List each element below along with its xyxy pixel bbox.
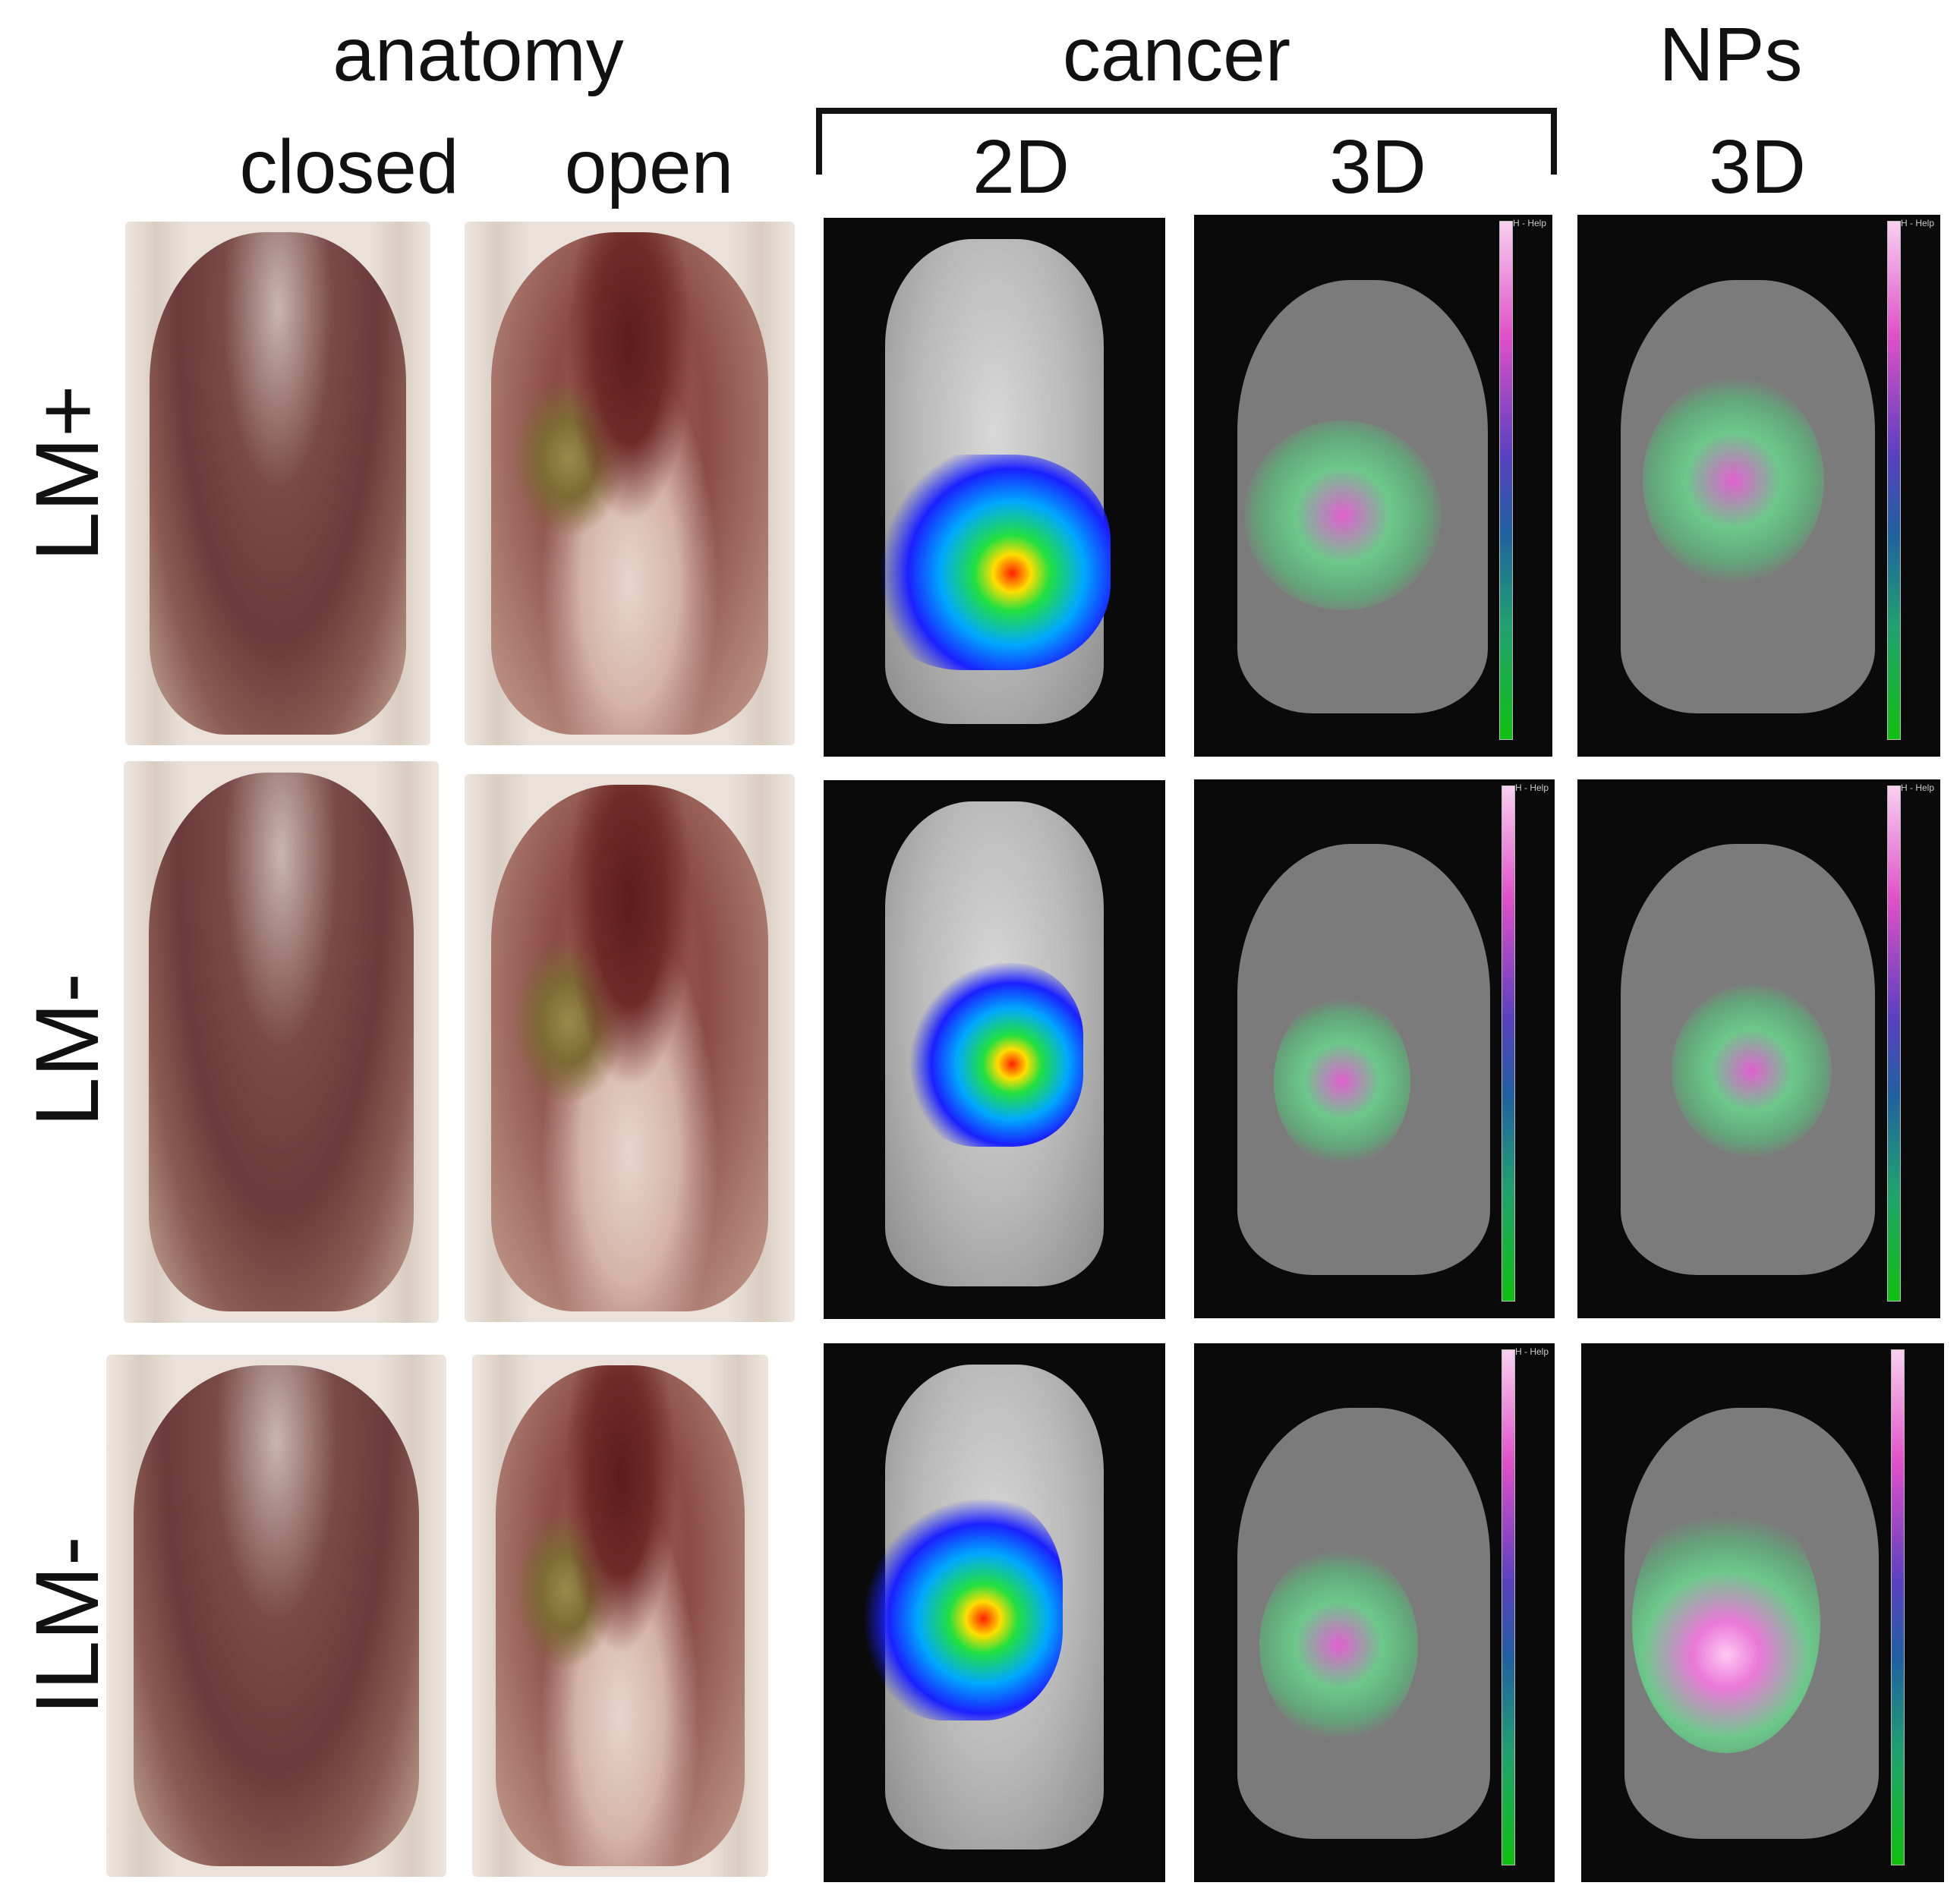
- lm-plus-open-photo: [465, 222, 795, 745]
- help-label: H - Help: [1900, 218, 1934, 228]
- lm-minus-cancer-3d-image: H - Help: [1194, 779, 1555, 1318]
- lm-plus-cancer-2d-image: [824, 218, 1165, 757]
- ilm-minus-open-photo: [472, 1355, 768, 1877]
- colorbar: [1891, 1349, 1905, 1865]
- colorbar: [1502, 1349, 1515, 1865]
- lm-plus-cancer-3d-image: H - Help: [1194, 215, 1552, 757]
- lm-minus-cancer-2d-image: [824, 780, 1165, 1319]
- help-label: H - Help: [1514, 782, 1549, 793]
- colorbar: [1887, 785, 1901, 1302]
- row-label-lm-plus: LM+: [17, 385, 118, 562]
- ilm-minus-nps-3d-image: [1581, 1343, 1944, 1882]
- nps-header: NPs: [1659, 12, 1803, 97]
- closed-header: closed: [239, 124, 459, 209]
- cancer-header: cancer: [1062, 12, 1291, 97]
- cancer-3d-header: 3D: [1329, 124, 1426, 209]
- cancer-2d-header: 2D: [972, 124, 1070, 209]
- help-label: H - Help: [1900, 782, 1934, 793]
- colorbar: [1502, 785, 1515, 1302]
- lm-plus-closed-photo: [125, 222, 430, 745]
- cancer-bracket: [816, 108, 1557, 175]
- ilm-minus-closed-photo: [106, 1355, 446, 1877]
- anatomy-header: anatomy: [332, 12, 624, 97]
- nps-3d-header: 3D: [1709, 124, 1806, 209]
- row-label-lm-minus: LM-: [17, 972, 118, 1127]
- help-label: H - Help: [1514, 1346, 1549, 1357]
- colorbar: [1499, 221, 1513, 740]
- help-label: H - Help: [1512, 218, 1546, 228]
- lm-minus-nps-3d-image: H - Help: [1577, 779, 1940, 1318]
- lm-minus-closed-photo: [124, 761, 439, 1323]
- lm-minus-open-photo: [465, 774, 795, 1322]
- row-label-ilm-minus: ILM-: [17, 1536, 118, 1715]
- colorbar: [1887, 221, 1901, 740]
- lm-plus-nps-3d-image: H - Help: [1577, 215, 1940, 757]
- open-header: open: [564, 124, 734, 209]
- ilm-minus-cancer-3d-image: H - Help: [1194, 1343, 1555, 1882]
- ilm-minus-cancer-2d-image: [824, 1343, 1165, 1882]
